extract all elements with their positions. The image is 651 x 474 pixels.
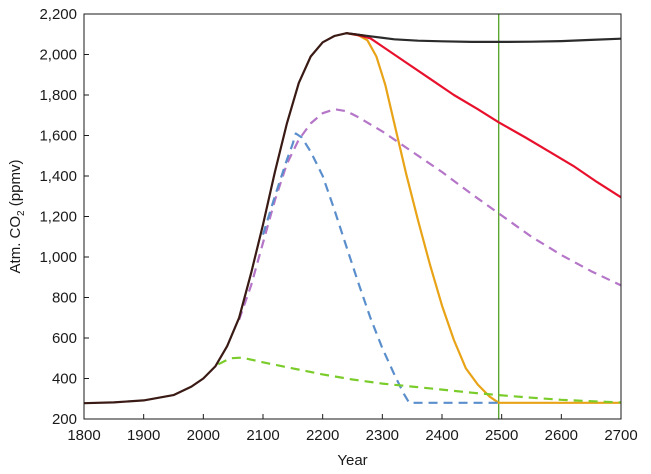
series-line-4 [238, 108, 621, 321]
y-tick-label: 800 [52, 290, 77, 307]
series-line-7 [84, 32, 366, 405]
x-tick-label: 1800 [67, 427, 100, 444]
series-line-1 [345, 32, 621, 404]
y-axis-title: Atm. CO2 (ppmv) [7, 160, 27, 274]
series-line-3 [345, 32, 621, 43]
x-tick-label: 2000 [187, 427, 220, 444]
x-tick-label: 2500 [485, 427, 518, 444]
y-tick-label: 200 [52, 411, 77, 428]
y-tick-label: 1,400 [39, 168, 77, 185]
x-axis-title: Year [337, 452, 367, 469]
x-tick-label: 2200 [306, 427, 339, 444]
x-tick-label: 2100 [246, 427, 279, 444]
y-tick-label: 2,200 [39, 6, 77, 23]
series-line-5 [261, 132, 499, 404]
x-tick-label: 2700 [604, 427, 637, 444]
y-axis-title-subscript: 2 [16, 210, 27, 216]
y-tick-label: 1,200 [39, 209, 77, 226]
y-tick-label: 1,600 [39, 128, 77, 145]
y-tick-label: 1,000 [39, 249, 77, 266]
series-line-6 [217, 356, 621, 404]
axis-ticks: 1800 1900 2000 2100 2200 2300 2400 2500 2600 2700… [39, 6, 637, 444]
y-tick-label: 2,000 [39, 47, 77, 64]
x-tick-label: 2300 [366, 427, 399, 444]
y-tick-label: 400 [52, 371, 77, 388]
y-tick-label: 600 [52, 330, 77, 347]
y-axis-title-main: Atm. CO [7, 216, 24, 274]
x-tick-label: 1900 [127, 427, 160, 444]
y-tick-label: 1,800 [39, 87, 77, 104]
plot-frame [83, 13, 622, 420]
series-line-2 [345, 32, 621, 199]
plot-area [84, 14, 621, 419]
y-axis-title-unit: (ppmv) [7, 160, 24, 211]
x-tick-label: 2600 [545, 427, 578, 444]
x-tick-label: 2400 [425, 427, 458, 444]
